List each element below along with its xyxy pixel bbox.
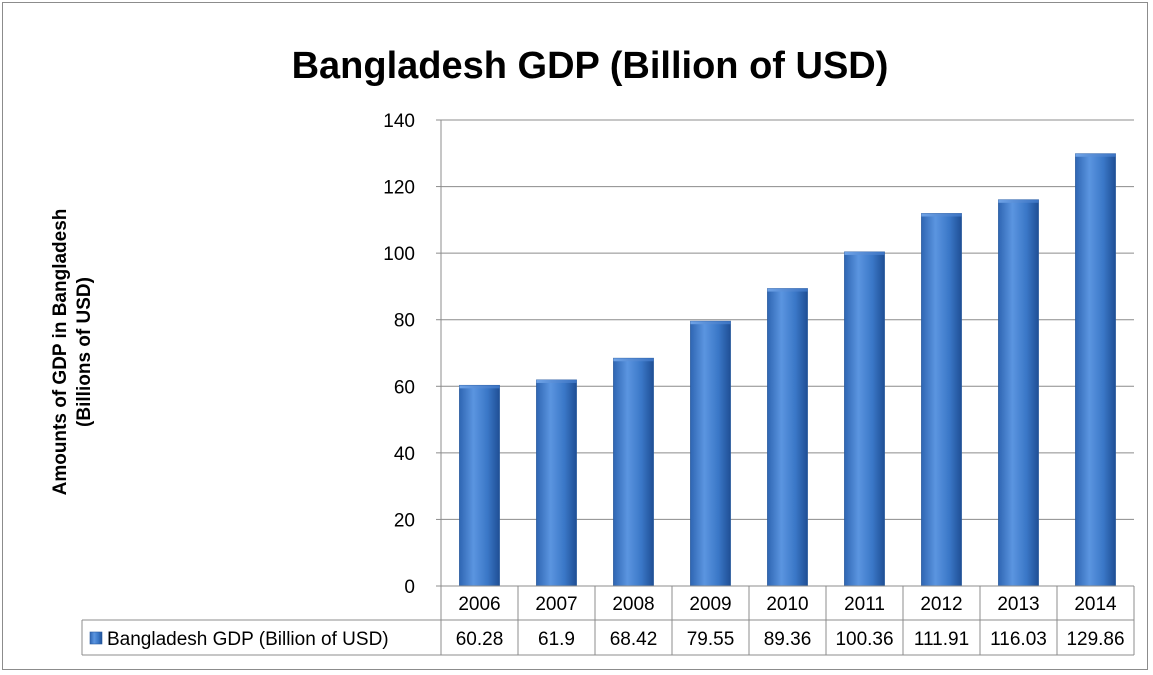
category-label-2014: 2014 (1074, 594, 1117, 615)
y-axis-title: Amounts of GDP in Bangladesh (Billions o… (50, 209, 95, 496)
category-label-2012: 2012 (920, 594, 962, 615)
y-tick-label: 20 (394, 510, 415, 531)
category-label-2007: 2007 (535, 594, 577, 615)
data-label-2009: 79.55 (687, 629, 735, 650)
bar-2014 (1075, 153, 1116, 587)
bar-2010 (767, 288, 808, 587)
y-tick-label: 60 (394, 377, 415, 398)
data-label-2013: 116.03 (990, 629, 1047, 650)
bars (459, 153, 1116, 587)
y-tick-label: 80 (394, 311, 415, 332)
bar-top-2013 (998, 199, 1039, 203)
category-label-2013: 2013 (997, 594, 1039, 615)
y-tick-label: 120 (383, 178, 415, 199)
data-table: 2006 2007 2008 2009 2010 2011 2012 2013 2014 60.2… (81, 585, 1135, 656)
y-tick-label: 40 (394, 444, 415, 465)
bar-top-2009 (690, 321, 731, 325)
chart-title: Bangladesh GDP (Billion of USD) (292, 45, 889, 87)
bar-2008 (613, 357, 654, 587)
category-label-2008: 2008 (612, 594, 654, 615)
data-label-2011: 100.36 (835, 629, 893, 650)
bar-2012 (921, 213, 962, 587)
data-label-2014: 129.86 (1066, 629, 1124, 650)
bar-2013 (998, 199, 1039, 587)
bar-2011 (844, 251, 885, 587)
data-label-2010: 89.36 (764, 629, 812, 650)
data-label-2012: 111.91 (914, 629, 969, 650)
category-label-2006: 2006 (458, 594, 500, 615)
legend-series-name: Bangladesh GDP (Billion of USD) (107, 629, 389, 650)
y-axis-title-line-1: Amounts of GDP in Bangladesh (50, 209, 71, 496)
bar-top-2008 (613, 358, 654, 362)
legend-key (89, 631, 103, 645)
category-label-2009: 2009 (689, 594, 731, 615)
data-label-2006: 60.28 (456, 629, 504, 650)
bar-top-2014 (1075, 153, 1116, 157)
data-label-2007: 61.9 (538, 629, 575, 650)
bar-top-2010 (767, 288, 808, 292)
bar-2006 (459, 384, 500, 587)
bar-top-2007 (536, 379, 577, 383)
bar-2009 (690, 320, 731, 587)
bar-top-2011 (844, 251, 885, 255)
bar-2007 (536, 379, 577, 587)
y-tick-label: 0 (404, 577, 415, 598)
y-axis-ticks: 0 20 40 60 80 100 120 140 (383, 111, 415, 598)
category-label-2011: 2011 (844, 594, 885, 615)
bar-top-2012 (921, 213, 962, 217)
data-label-2008: 68.42 (610, 629, 658, 650)
y-tick-label: 140 (383, 111, 415, 132)
category-label-2010: 2010 (766, 594, 808, 615)
bar-top-2006 (459, 385, 500, 389)
y-tick-label: 100 (383, 244, 415, 265)
y-axis-title-line-2: (Billions of USD) (74, 277, 95, 427)
